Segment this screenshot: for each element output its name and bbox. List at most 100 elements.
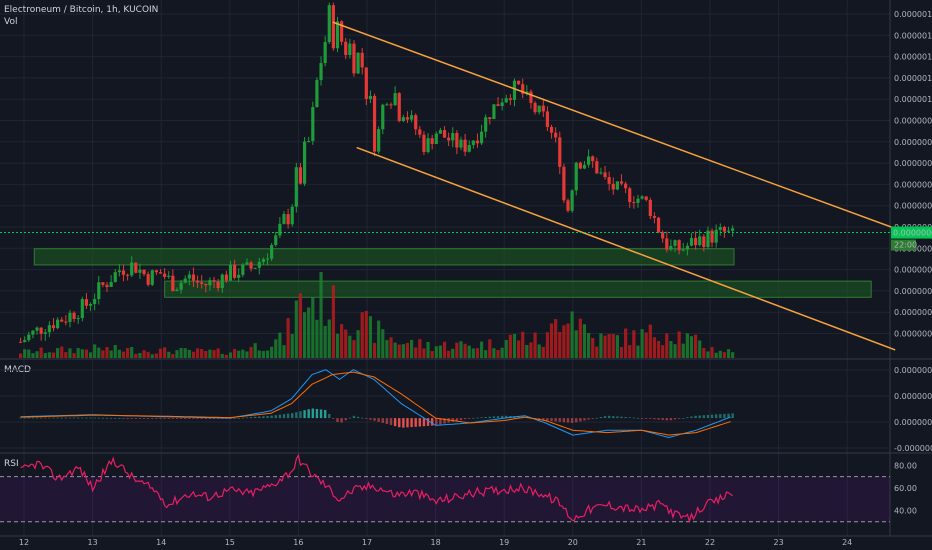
candle-body (554, 132, 558, 138)
volume-bar (665, 333, 669, 358)
macd-histogram-bar (435, 418, 438, 426)
rsi-line (20, 453, 733, 524)
channel-bottom[interactable] (356, 146, 896, 351)
price-tick-label: 0.00000115 (894, 31, 932, 40)
macd-histogram-bar (323, 409, 327, 419)
candle-body (220, 274, 224, 289)
candle-body (731, 228, 735, 231)
volume-bar (558, 331, 562, 358)
macd-histogram-bar (266, 415, 269, 419)
volume-bar (451, 348, 455, 358)
macd-histogram-bar (496, 416, 500, 419)
volume-bar (681, 343, 685, 358)
candle-body (624, 183, 628, 189)
candle-body (142, 269, 146, 275)
candle-body (88, 304, 93, 306)
macd-histogram-bar (352, 415, 356, 419)
candle-body (418, 129, 422, 135)
volume-bar (311, 297, 315, 358)
macd-histogram-bar (402, 418, 405, 428)
candle-body (171, 275, 175, 292)
volume-bar (84, 349, 89, 358)
volume-bar (455, 342, 459, 358)
candle-body (661, 232, 665, 239)
volume-bar (537, 344, 541, 358)
macd-histogram-bar (632, 417, 636, 419)
channel-top[interactable] (332, 21, 896, 230)
macd-histogram-bar (406, 418, 409, 428)
macd-histogram-bar (558, 418, 561, 422)
volume-bar (265, 350, 270, 358)
macd-histogram-bar (188, 418, 191, 419)
macd-histogram-bar (463, 418, 467, 420)
candle-body (257, 261, 261, 268)
volume-bar (72, 353, 76, 358)
macd-histogram-bar (282, 414, 286, 419)
volume-bar (619, 346, 624, 358)
candle-body (270, 245, 274, 259)
candle-body (442, 130, 447, 138)
candle-body (117, 270, 121, 273)
candle-body (702, 236, 706, 248)
candle-body (447, 137, 451, 141)
candle-body (224, 274, 228, 281)
candle-body (377, 129, 381, 152)
candle-body (204, 283, 208, 286)
volume-bar (47, 352, 51, 358)
volume-bar (183, 348, 187, 358)
candle-body (39, 327, 43, 334)
macd-histogram-bar (706, 414, 710, 419)
macd-histogram-bar (480, 417, 483, 419)
macd-histogram-bar (677, 418, 681, 419)
macd-histogram-bar (245, 417, 249, 419)
macd-histogram-bar (118, 417, 121, 419)
candle-body (245, 262, 249, 265)
symbol-title: Electroneum / Bitcoin, 1h, KUCOIN (4, 5, 158, 15)
macd-histogram-bar (690, 416, 693, 419)
macd-histogram-bar (484, 416, 487, 419)
volume-bar (60, 346, 64, 358)
macd-histogram-bar (332, 418, 335, 419)
macd-histogram-bar (603, 416, 607, 419)
last-price-text: 0.00000067 (893, 229, 932, 238)
candle-body (352, 43, 356, 74)
volume-bar (253, 343, 257, 358)
candle-body (689, 238, 694, 246)
candle-body (459, 139, 463, 148)
candle-body (517, 80, 521, 85)
volume-bar (187, 349, 191, 358)
volume-bar (191, 351, 196, 358)
volume-bar (35, 351, 39, 358)
volume-bar (718, 350, 722, 358)
volume-bar (80, 349, 84, 358)
countdown-badge (891, 239, 916, 251)
candle-body (340, 21, 344, 42)
macd-histogram-bar (505, 415, 508, 419)
candle-body (278, 223, 282, 236)
macd-histogram-bar (52, 417, 55, 419)
candle-body (134, 262, 138, 273)
volume-bar (360, 312, 364, 358)
candle-body (405, 117, 410, 120)
volume-bar (726, 349, 731, 358)
candle-body (72, 312, 76, 319)
candle-body (249, 262, 253, 269)
volume-bar (661, 345, 665, 358)
candle-body (414, 115, 418, 130)
macd-histogram-bar (554, 418, 557, 422)
macd-histogram-bar (39, 417, 43, 419)
volume-bar (578, 318, 582, 358)
macd-histogram-bar (517, 416, 520, 419)
candle-body (533, 102, 537, 113)
macd-histogram-bar (270, 415, 273, 419)
candle-body (619, 181, 624, 184)
macd-histogram-bar (645, 418, 648, 419)
volume-bar (479, 341, 484, 358)
candle-body (541, 105, 545, 112)
volume-bar (517, 340, 521, 358)
candle-body (121, 270, 126, 275)
volume-bar (179, 348, 183, 358)
macd-histogram-bar (381, 418, 384, 423)
